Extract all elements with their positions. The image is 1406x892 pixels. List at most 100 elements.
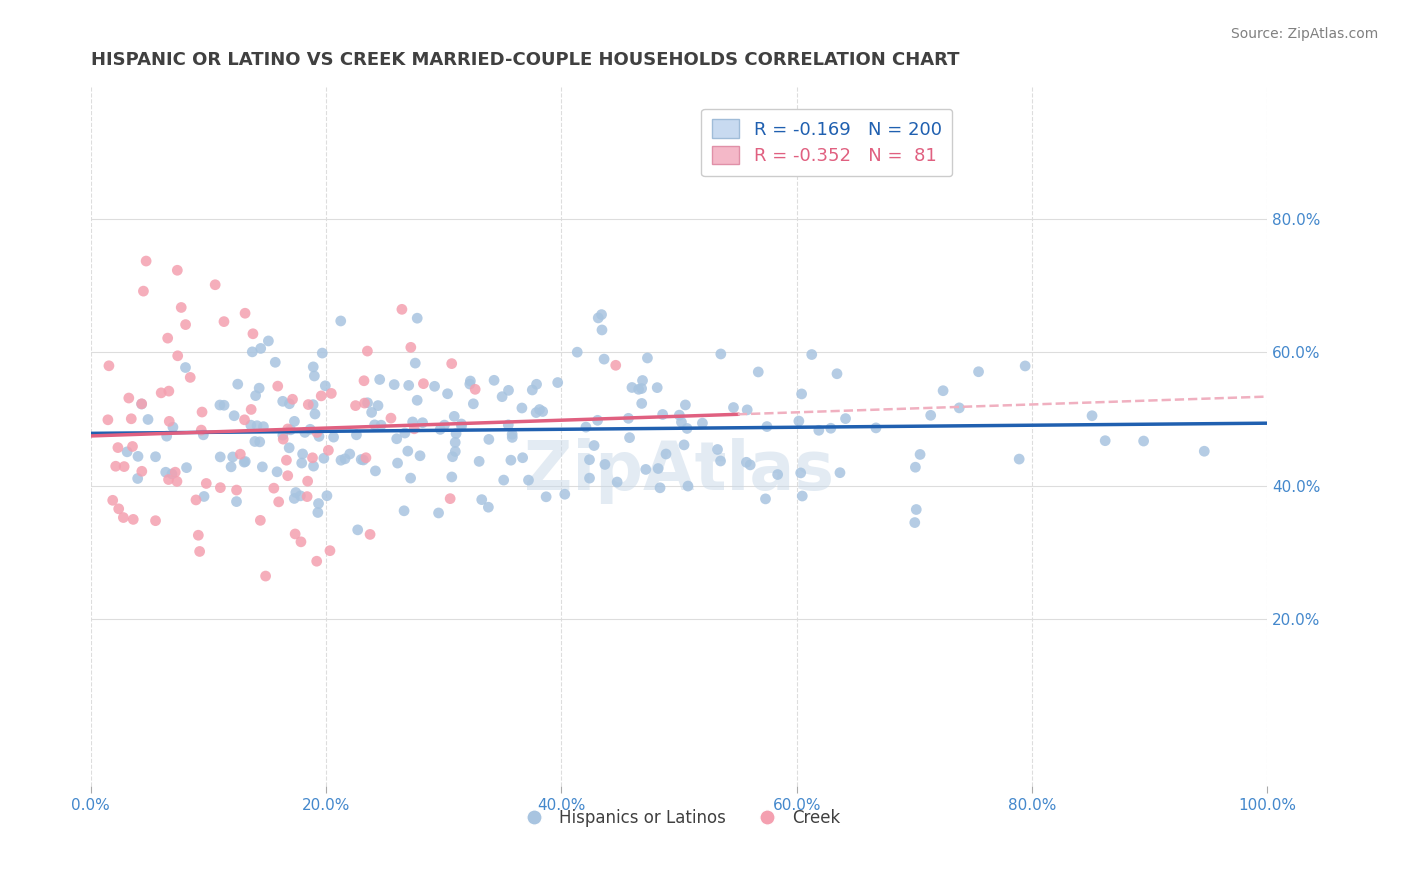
- Point: [267, 379, 290, 393]
- Point: [647, 461, 669, 475]
- Point: [278, 397, 301, 411]
- Point: [222, 450, 245, 464]
- Point: [101, 493, 124, 508]
- Point: [266, 465, 288, 479]
- Point: [409, 449, 432, 463]
- Point: [651, 408, 673, 422]
- Point: [619, 431, 641, 445]
- Point: [499, 453, 522, 467]
- Point: [166, 349, 188, 363]
- Point: [305, 554, 328, 568]
- Point: [920, 409, 942, 423]
- Point: [747, 365, 769, 379]
- Point: [312, 451, 335, 466]
- Point: [309, 389, 332, 403]
- Point: [368, 372, 391, 386]
- Point: [297, 398, 319, 412]
- Point: [464, 382, 486, 396]
- Point: [648, 481, 671, 495]
- Point: [131, 397, 153, 411]
- Point: [586, 413, 609, 427]
- Point: [458, 377, 481, 392]
- Point: [204, 277, 226, 292]
- Point: [242, 326, 264, 341]
- Point: [318, 443, 340, 458]
- Point: [865, 421, 887, 435]
- Point: [692, 416, 714, 430]
- Point: [212, 398, 235, 412]
- Point: [304, 407, 326, 421]
- Point: [620, 380, 643, 394]
- Point: [630, 382, 652, 396]
- Point: [184, 492, 207, 507]
- Point: [790, 387, 813, 401]
- Point: [676, 479, 699, 493]
- Point: [460, 374, 482, 388]
- Point: [291, 456, 314, 470]
- Point: [145, 450, 167, 464]
- Point: [498, 384, 520, 398]
- Point: [277, 422, 299, 436]
- Point: [554, 487, 576, 501]
- Point: [1194, 444, 1216, 458]
- Point: [311, 346, 333, 360]
- Point: [174, 318, 197, 332]
- Point: [478, 433, 501, 447]
- Point: [443, 409, 465, 424]
- Point: [299, 422, 322, 436]
- Point: [834, 411, 856, 425]
- Point: [321, 386, 343, 401]
- Point: [382, 377, 405, 392]
- Point: [534, 490, 557, 504]
- Point: [673, 398, 696, 412]
- Point: [353, 396, 375, 410]
- Point: [399, 471, 422, 485]
- Point: [1081, 409, 1104, 423]
- Point: [291, 447, 314, 461]
- Point: [636, 351, 658, 365]
- Point: [1008, 452, 1031, 467]
- Point: [531, 404, 554, 418]
- Point: [754, 491, 776, 506]
- Point: [127, 450, 149, 464]
- Point: [240, 344, 263, 359]
- Point: [450, 419, 472, 434]
- Point: [209, 450, 232, 464]
- Point: [567, 345, 589, 359]
- Point: [807, 423, 830, 437]
- Point: [359, 527, 381, 541]
- Point: [404, 356, 426, 370]
- Point: [932, 384, 955, 398]
- Point: [339, 447, 361, 461]
- Point: [524, 406, 547, 420]
- Point: [630, 396, 652, 410]
- Point: [193, 427, 215, 442]
- Point: [120, 411, 142, 425]
- Point: [948, 401, 970, 415]
- Point: [304, 369, 326, 384]
- Point: [498, 417, 520, 432]
- Point: [271, 428, 294, 442]
- Point: [280, 423, 302, 437]
- Point: [131, 464, 153, 478]
- Point: [364, 464, 387, 478]
- Point: [233, 455, 256, 469]
- Point: [252, 419, 274, 434]
- Point: [392, 504, 415, 518]
- Point: [820, 421, 842, 435]
- Point: [97, 413, 120, 427]
- Point: [97, 359, 120, 373]
- Point: [510, 401, 533, 415]
- Point: [118, 391, 141, 405]
- Point: [766, 467, 789, 482]
- Point: [246, 418, 269, 433]
- Point: [755, 419, 778, 434]
- Point: [301, 450, 323, 465]
- Point: [283, 491, 305, 506]
- Point: [444, 444, 467, 458]
- Point: [492, 473, 515, 487]
- Point: [297, 474, 319, 488]
- Point: [174, 360, 197, 375]
- Point: [908, 447, 931, 461]
- Point: [247, 381, 270, 395]
